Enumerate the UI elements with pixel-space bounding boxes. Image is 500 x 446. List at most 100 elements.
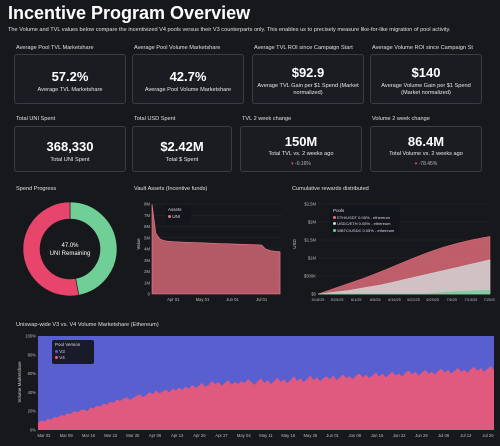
kpi-card-volume-roi: $140 Average Volume Gain per $1 Spend (M…: [370, 54, 482, 104]
kpi-label-tvl-change: TVL 2 week change: [242, 116, 292, 122]
rewards-ytick: $1.5M: [304, 238, 316, 243]
rewards-ytick: $1M: [308, 256, 317, 261]
kpi-caption-line2: (Market normalized): [401, 90, 451, 96]
rewards-legend-label: USDC/ETH 0.05% - ethereum: [337, 221, 391, 226]
page-subtitle: The Volume and TVL values below compare …: [8, 27, 451, 33]
rewards-legend: Pools ETH/USDT 0.05% - ethereum USDC/ETH…: [330, 206, 400, 236]
ms-legend-title: Pool Version: [55, 342, 81, 347]
kpi-caption-line2: normalized): [293, 90, 323, 96]
vault-area-uni: [151, 203, 281, 295]
rewards-xtick: 6/15/25: [388, 298, 401, 302]
ms-xtick: Mar 02: [37, 433, 51, 438]
ms-legend: Pool Version V3 V4: [52, 340, 94, 364]
legend-dot-icon: [168, 215, 171, 218]
kpi-card-volume-change: 86.4M Total Volume vs. 2 weeks ago ▾ -78…: [370, 126, 482, 172]
kpi-caption: Total TVL vs. 2 weeks ago: [268, 151, 334, 157]
donut-slice-spent: [22, 201, 80, 297]
ms-xtick: Jun 01: [326, 433, 339, 438]
ms-xtick: Apr 13: [171, 433, 184, 438]
ms-xtick: May 11: [259, 433, 273, 438]
ms-xtick: Jun 22: [393, 433, 406, 438]
ms-xtick: Apr 27: [215, 433, 228, 438]
kpi-caption: Average TVL Marketshare: [37, 87, 103, 93]
legend-dot-icon: [333, 222, 336, 225]
cumulative-rewards-chart: $0 $500K $1M $1.5M $2M $2.5M 5/18/25 5/25/25 6/…: [292, 202, 495, 303]
trend-down-icon: ▾: [414, 161, 419, 167]
ms-ytick: 80%: [28, 352, 37, 357]
kpi-value: 150M: [284, 134, 318, 149]
rewards-xtick: 5/18/25: [312, 298, 325, 302]
ms-xtick: May 18: [281, 433, 295, 438]
vault-ytick: 7M: [144, 213, 150, 218]
ms-ytick: 20%: [28, 409, 37, 414]
ms-xtick: May 04: [237, 433, 251, 438]
vault-xtick: Jun 01: [226, 297, 239, 302]
kpi-caption: Total Volume vs. 2 weeks ago: [389, 151, 463, 157]
vault-legend-title: Assets: [168, 207, 182, 212]
kpi-card-tvl-roi: $92.9 Average TVL Gain per $1 Spend (Mar…: [252, 54, 364, 104]
vault-xtick: Jul 01: [256, 297, 268, 302]
ms-xtick: Jul 20: [482, 433, 494, 438]
kpi-value: 42.7%: [169, 69, 207, 84]
rewards-ytick: $500K: [304, 274, 316, 279]
rewards-ytick: $2M: [308, 220, 317, 225]
kpi-label-volume-roi: Average Volume ROI since Campaign St: [372, 45, 473, 51]
kpi-value: 86.4M: [407, 134, 445, 149]
vault-ytick: 0: [148, 292, 151, 297]
legend-dot-icon: [333, 228, 336, 232]
page-title: Incentive Program Overview: [8, 3, 251, 23]
rewards-ylabel: USD: [292, 239, 297, 249]
ms-xtick: Jun 15: [371, 433, 384, 438]
trend-down-icon: ▾: [291, 161, 296, 167]
rewards-legend-title: Pools: [333, 208, 345, 213]
rewards-xtick: 6/1/25: [351, 298, 362, 302]
rewards-legend-label: ETH/USDT 0.05% - ethereum: [337, 214, 390, 220]
legend-dot-icon: [333, 215, 336, 219]
ms-xtick: Mar 16: [82, 433, 96, 438]
ms-legend-item[interactable]: V4: [55, 355, 94, 360]
rewards-xtick: 7/20/25: [484, 298, 495, 302]
ms-xtick: Apr 20: [193, 433, 206, 438]
ms-legend-item[interactable]: V3: [55, 349, 94, 354]
chart-title-cumulative-rewards: Cumulative rewards distributed: [292, 186, 369, 192]
rewards-ytick: $2.5M: [304, 202, 316, 207]
ms-xtick: Jul 13: [460, 433, 472, 438]
vault-xtick: May 01: [196, 297, 210, 302]
ms-area-v4: [38, 366, 494, 430]
vault-ytick: 5M: [144, 235, 150, 240]
rewards-area-series-1: [317, 259, 491, 295]
rewards-legend-item[interactable]: ETH/USDT 0.05% - ethereum: [333, 215, 400, 220]
kpi-card-volume-share: 42.7% Average Pool Volume Marketshare: [132, 54, 244, 104]
kpi-value: 368,330: [46, 139, 94, 154]
kpi-change: ▾ -78.45%: [371, 161, 481, 167]
kpi-change-value: -0.16%: [295, 161, 311, 167]
kpi-change-value: -78.45%: [418, 161, 438, 167]
kpi-label-tvl-share: Average Pool TVL Marketshare: [16, 45, 94, 51]
rewards-legend-label: WBTC/USDC 0.05% - ethereum: [337, 227, 395, 233]
ms-xtick: Jun 29: [415, 433, 428, 438]
kpi-caption: Average Pool Volume Marketshare: [144, 87, 232, 93]
vault-legend: Assets UNI: [165, 205, 191, 223]
ms-ytick: 60%: [28, 371, 37, 376]
vault-xtick: Apr 01: [167, 297, 180, 302]
rewards-ytick: $0: [311, 292, 316, 297]
rewards-xtick: 6/22/25: [407, 298, 420, 302]
ms-xtick: May 25: [304, 433, 318, 438]
kpi-value: $140: [411, 65, 441, 80]
kpi-value: $92.9: [291, 65, 325, 80]
rewards-area-series-2: [318, 290, 491, 295]
kpi-label-volume-share: Average Pool Volume Marketshare: [134, 45, 221, 51]
rewards-legend-item[interactable]: WBTC/USDC 0.05% - ethereum: [333, 228, 400, 233]
kpi-label-uni-spent: Total UNI Spent: [16, 116, 56, 122]
rewards-xtick: 6/29/25: [426, 298, 439, 302]
volume-marketshare-chart: 0% 20% 40% 60% 80% 100% Mar 02 Mar 09 Mar 16 Mar…: [17, 334, 494, 439]
ms-xtick: Mar 09: [60, 433, 74, 438]
vault-ylabel: Value: [136, 238, 141, 250]
ms-xtick: Jun 08: [349, 433, 362, 438]
kpi-label-volume-change: Volume 2 week change: [372, 116, 430, 122]
kpi-label-usd-spent: Total USD Spent: [134, 116, 176, 122]
vault-ytick: 3M: [144, 258, 150, 263]
legend-dot-icon: [55, 356, 58, 359]
vault-legend-item[interactable]: UNI: [168, 214, 191, 219]
rewards-legend-item[interactable]: USDC/ETH 0.05% - ethereum: [333, 221, 400, 226]
